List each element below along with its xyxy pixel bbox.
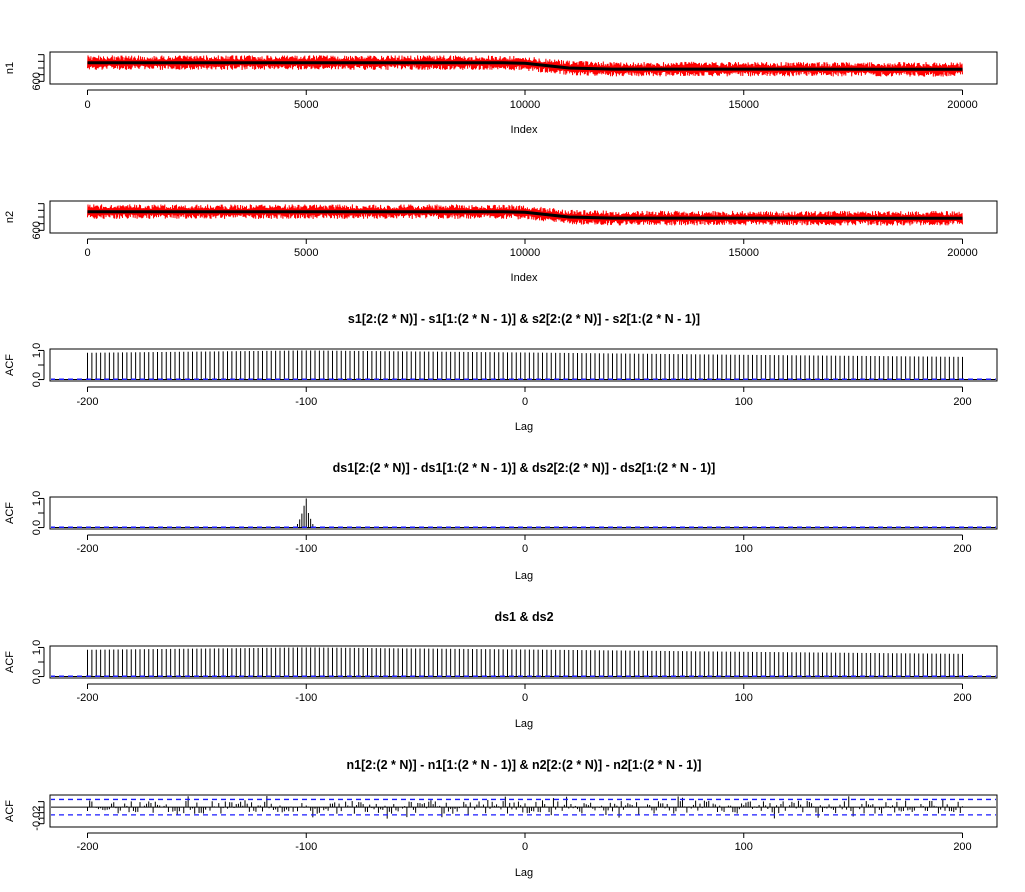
trend-line	[87, 61, 963, 71]
x-tick-label: 0	[522, 692, 528, 704]
chart-panel-2: 0 5000 10000 15000 20000 Index 600 n2	[4, 200, 998, 284]
y-tick-label: 0.0	[31, 520, 43, 535]
x-axis-label: Lag	[515, 718, 533, 730]
x-axis-label: Lag	[515, 867, 533, 879]
x-axis-label: Index	[511, 124, 538, 136]
plot-area	[51, 647, 996, 677]
x-axis: -200 -100 0 100 200	[76, 683, 972, 704]
y-axis: -0.02	[31, 801, 45, 831]
y-axis-label: n2	[4, 211, 16, 223]
x-tick-label: 5000	[294, 247, 318, 259]
raw-series-line	[87, 204, 963, 226]
trend-line	[87, 210, 963, 220]
x-tick-label: 200	[953, 841, 971, 853]
x-tick-label: -200	[76, 841, 98, 853]
x-axis-label: Lag	[515, 421, 533, 433]
acf-bars	[87, 498, 963, 528]
y-tick-label: 1.0	[31, 491, 43, 506]
x-tick-label: -200	[76, 692, 98, 704]
acf-bars	[87, 647, 963, 677]
y-axis: 0.0 1.0	[31, 640, 45, 684]
x-tick-label: 20000	[947, 247, 978, 259]
x-tick-label: 100	[735, 692, 753, 704]
y-tick-label: 600	[31, 221, 43, 239]
x-tick-label: 100	[735, 543, 753, 555]
x-axis: 0 5000 10000 15000 20000	[84, 89, 978, 111]
plot-area	[87, 55, 963, 77]
plot-area	[51, 350, 996, 380]
x-axis: -200 -100 0 100 200	[76, 832, 972, 853]
x-tick-label: 0	[522, 841, 528, 853]
y-axis-label: ACF	[4, 354, 16, 376]
y-axis-label: ACF	[4, 502, 16, 524]
x-axis-label: Lag	[515, 570, 533, 582]
plot-area	[51, 796, 996, 819]
x-tick-label: 200	[953, 396, 971, 408]
x-tick-label: -100	[295, 692, 317, 704]
x-axis: -200 -100 0 100 200	[76, 534, 972, 555]
chart-panel-6: n1[2:(2 * N)] - n1[1:(2 * N - 1)] & n2[2…	[4, 758, 998, 879]
x-tick-label: 15000	[728, 99, 759, 111]
plot-frame	[49, 348, 998, 382]
y-tick-label: 1.0	[31, 640, 43, 655]
x-tick-label: -200	[76, 543, 98, 555]
x-tick-label: 15000	[728, 247, 759, 259]
x-axis: 0 5000 10000 15000 20000	[84, 238, 978, 259]
y-axis-label: n1	[4, 62, 16, 74]
y-axis: 600	[31, 203, 45, 240]
x-axis-label: Index	[511, 272, 538, 284]
chart-panel-5: ds1 & ds2 -200 -100 0 100 200 Lag 0.0 1.0 ACF	[4, 610, 998, 730]
plot-frame	[49, 645, 998, 679]
y-tick-label: 600	[31, 72, 43, 90]
x-tick-label: 0	[522, 396, 528, 408]
plot-frame	[49, 794, 998, 828]
y-tick-label: 0.0	[31, 669, 43, 684]
plot-frame	[49, 496, 998, 530]
acf-bars	[87, 796, 963, 819]
plot-frame	[49, 200, 998, 234]
x-tick-label: 100	[735, 396, 753, 408]
x-tick-label: 5000	[294, 99, 318, 111]
x-tick-label: 0	[522, 543, 528, 555]
x-tick-label: -100	[295, 396, 317, 408]
x-tick-label: 20000	[947, 99, 978, 111]
panel-title: n1[2:(2 * N)] - n1[1:(2 * N - 1)] & n2[2…	[347, 758, 702, 772]
plot-frame	[49, 51, 998, 85]
panel-title: s1[2:(2 * N)] - s1[1:(2 * N - 1)] & s2[2…	[348, 312, 700, 326]
plot-area	[51, 498, 996, 528]
x-tick-label: 200	[953, 543, 971, 555]
panel-title: ds1 & ds2	[494, 610, 553, 624]
x-axis: -200 -100 0 100 200	[76, 386, 972, 408]
x-tick-label: 10000	[510, 99, 541, 111]
raw-series-line	[87, 55, 963, 77]
x-tick-label: -200	[76, 396, 98, 408]
x-tick-label: 100	[735, 841, 753, 853]
x-tick-label: 0	[84, 247, 90, 259]
x-tick-label: 200	[953, 692, 971, 704]
chart-panel-1: 0 5000 10000 15000 20000 Index 600 n1	[4, 51, 998, 136]
y-axis: 0.0 1.0	[31, 491, 45, 535]
acf-bars	[87, 350, 963, 380]
y-tick-label: 0.0	[31, 372, 43, 387]
y-axis: 600	[31, 54, 45, 91]
x-tick-label: 10000	[510, 247, 541, 259]
y-axis-label: ACF	[4, 800, 16, 822]
chart-panel-3: s1[2:(2 * N)] - s1[1:(2 * N - 1)] & s2[2…	[4, 312, 998, 433]
x-tick-label: 0	[84, 99, 90, 111]
y-tick-label: -0.02	[31, 806, 43, 831]
y-axis: 0.0 1.0	[31, 343, 45, 387]
y-tick-label: 1.0	[31, 343, 43, 358]
chart-panel-4: ds1[2:(2 * N)] - ds1[1:(2 * N - 1)] & ds…	[4, 461, 998, 582]
x-tick-label: -100	[295, 841, 317, 853]
panel-title: ds1[2:(2 * N)] - ds1[1:(2 * N - 1)] & ds…	[333, 461, 716, 475]
x-tick-label: -100	[295, 543, 317, 555]
plot-area	[87, 204, 963, 226]
y-axis-label: ACF	[4, 651, 16, 673]
